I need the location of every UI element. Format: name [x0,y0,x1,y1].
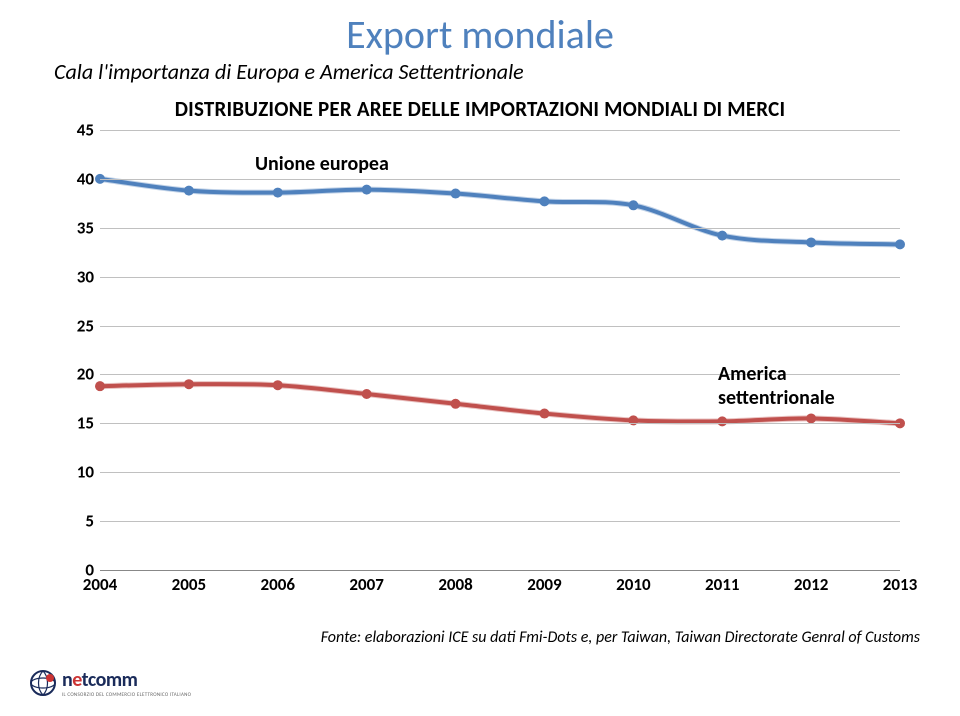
x-tick-label: 2011 [705,574,739,595]
gridline [100,277,900,278]
series-marker [539,409,549,419]
source-caption: Fonte: elaborazioni ICE su dati Fmi-Dots… [0,628,920,647]
gridline [100,521,900,522]
x-tick-label: 2008 [438,574,472,595]
y-tick-label: 25 [60,315,94,336]
series-marker [184,379,194,389]
page-title: Export mondiale [0,10,960,59]
series-marker [806,237,816,247]
series-marker [539,196,549,206]
y-tick-label: 30 [60,266,94,287]
chart-container: 0510152025303540452004200520062007200820… [60,130,900,600]
brand-logo: netcomm IL CONSORZIO DEL COMMERCIO ELETT… [30,668,191,698]
logo-text-e: e [72,668,81,692]
series-marker [628,200,638,210]
series-marker [184,186,194,196]
x-tick-label: 2007 [349,574,383,595]
gridline [100,228,900,229]
x-tick-label: 2006 [261,574,295,595]
series-marker [451,189,461,199]
series-marker [451,399,461,409]
gridline [100,472,900,473]
y-tick-label: 40 [60,168,94,189]
series-marker [273,380,283,390]
series-marker [717,231,727,241]
x-tick-label: 2009 [527,574,561,595]
gridline [100,326,900,327]
y-tick-label: 15 [60,413,94,434]
series-marker [895,239,905,249]
gridline [100,179,900,180]
y-tick-label: 10 [60,462,94,483]
x-tick-label: 2004 [83,574,117,595]
logo-text-rest: tcomm [82,668,138,692]
y-tick-label: 35 [60,217,94,238]
x-tick-label: 2012 [794,574,828,595]
logo-text-wrap: netcomm IL CONSORZIO DEL COMMERCIO ELETT… [62,668,191,698]
y-tick-label: 45 [60,120,94,141]
series-line-shadow [100,179,900,245]
series-marker [362,389,372,399]
logo-text: netcomm [62,668,191,692]
logo-text-n: n [62,668,72,692]
y-tick-label: 20 [60,364,94,385]
series-marker [95,381,105,391]
logo-icon [30,670,56,696]
x-tick-label: 2013 [883,574,917,595]
logo-subtext: IL CONSORZIO DEL COMMERCIO ELETTRONICO I… [62,693,191,698]
series-marker [273,188,283,198]
chart-svg [100,130,900,570]
y-tick-label: 5 [60,511,94,532]
subtitle: Cala l'importanza di Europa e America Se… [54,58,524,85]
gridline [100,130,900,131]
gridline [100,423,900,424]
series-marker [717,416,727,426]
series-label: Unione europea [255,152,389,176]
series-marker [362,185,372,195]
series-label: America settentrionale [718,362,900,410]
series-marker [806,413,816,423]
chart-heading: DISTRIBUZIONE PER AREE DELLE IMPORTAZION… [0,96,960,122]
x-tick-label: 2005 [172,574,206,595]
series-line [100,179,900,245]
x-tick-label: 2010 [616,574,650,595]
